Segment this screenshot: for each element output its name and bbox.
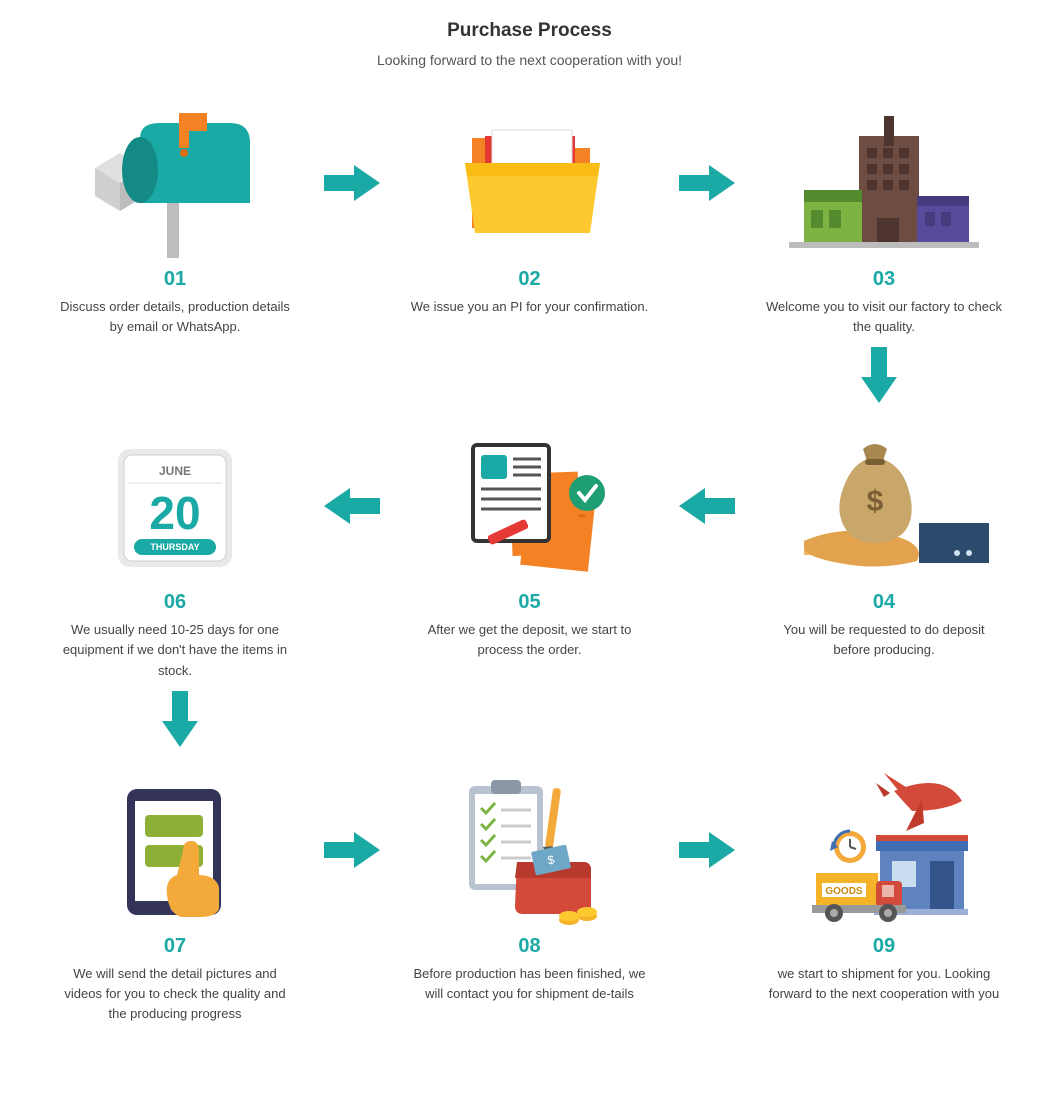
step-07: 07 We will send the detail pictures and …	[50, 765, 300, 1024]
header: Purchase Process Looking forward to the …	[50, 20, 1009, 68]
page-title: Purchase Process	[50, 20, 1009, 42]
shipment-icon: GOODS	[759, 765, 1009, 935]
step-num: 05	[518, 591, 540, 614]
arrow-left	[317, 421, 387, 591]
arrow-right	[317, 98, 387, 268]
step-desc: we start to shipment for you. Looking fo…	[759, 964, 1009, 1004]
arrow-right	[672, 98, 742, 268]
arrow-right	[672, 765, 742, 935]
step-01: 01 Discuss order details, production det…	[50, 98, 300, 337]
svg-text:JUNE: JUNE	[159, 464, 191, 478]
step-desc: Discuss order details, production detail…	[50, 297, 300, 337]
step-09: GOODS 09 we start to shipment for you. L…	[759, 765, 1009, 1004]
tablet-touch-icon	[50, 765, 300, 935]
factory-icon	[759, 98, 1009, 268]
step-desc: After we get the deposit, we start to pr…	[405, 620, 655, 660]
documents-icon	[405, 421, 655, 591]
row-2: JUNE 20 THURSDAY 06 We usually need 10-2…	[50, 421, 1009, 680]
step-num: 06	[164, 591, 186, 614]
step-desc: We issue you an PI for your confirmation…	[405, 297, 654, 317]
step-num: 07	[164, 935, 186, 958]
mailbox-icon	[50, 98, 300, 268]
step-num: 09	[873, 935, 895, 958]
svg-text:GOODS: GOODS	[825, 886, 863, 897]
moneybag-icon: $	[759, 421, 1009, 591]
row-3: 07 We will send the detail pictures and …	[50, 765, 1009, 1024]
checklist-wallet-icon: $	[405, 765, 655, 935]
step-num: 02	[518, 268, 540, 291]
step-05: 05 After we get the deposit, we start to…	[405, 421, 655, 660]
step-08: $ 08 Before production has been finished…	[405, 765, 655, 1004]
step-desc: We usually need 10-25 days for one equip…	[50, 620, 300, 680]
arrow-right	[317, 765, 387, 935]
step-desc: Welcome you to visit our factory to chec…	[759, 297, 1009, 337]
step-num: 08	[518, 935, 540, 958]
step-desc: You will be requested to do deposit befo…	[759, 620, 1009, 660]
page-subtitle: Looking forward to the next cooperation …	[50, 52, 1009, 68]
arrow-down	[50, 691, 1009, 747]
step-desc: Before production has been finished, we …	[405, 964, 655, 1004]
svg-text:$: $	[867, 485, 884, 518]
arrow-down	[50, 347, 1009, 403]
step-04: $ 04 You will be requested to do deposit…	[759, 421, 1009, 660]
svg-text:20: 20	[149, 487, 200, 539]
step-num: 04	[873, 591, 895, 614]
step-num: 03	[873, 268, 895, 291]
step-06: JUNE 20 THURSDAY 06 We usually need 10-2…	[50, 421, 300, 680]
row-1: 01 Discuss order details, production det…	[50, 98, 1009, 337]
arrow-left	[672, 421, 742, 591]
step-desc: We will send the detail pictures and vid…	[50, 964, 300, 1024]
step-02: 02 We issue you an PI for your confirmat…	[405, 98, 655, 317]
step-num: 01	[164, 268, 186, 291]
calendar-icon: JUNE 20 THURSDAY	[50, 421, 300, 591]
folder-icon	[405, 98, 655, 268]
svg-text:THURSDAY: THURSDAY	[150, 542, 199, 552]
purchase-process-infographic: Purchase Process Looking forward to the …	[0, 0, 1059, 1054]
step-03: 03 Welcome you to visit our factory to c…	[759, 98, 1009, 337]
